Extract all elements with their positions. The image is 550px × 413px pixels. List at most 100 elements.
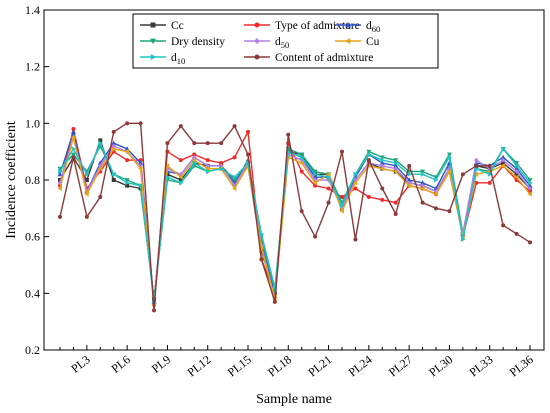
data-point (299, 209, 304, 214)
legend-label-name: d (171, 52, 177, 64)
data-point (339, 149, 344, 154)
data-point (513, 174, 519, 180)
data-point (366, 152, 372, 157)
series-7 (57, 121, 532, 313)
data-point (178, 158, 183, 163)
legend-swatch-marker (254, 38, 260, 44)
data-point (366, 158, 371, 163)
data-point (353, 237, 358, 242)
data-point (339, 195, 344, 200)
y-axis: 0.2 0.4 0.6 0.8 1.0 1.2 1.4 (25, 3, 49, 357)
data-point (460, 172, 465, 177)
legend-label-name: Dry density (171, 36, 225, 48)
data-point (379, 155, 385, 160)
legend-label: d50 (275, 36, 289, 50)
data-point (205, 158, 210, 163)
data-point (366, 149, 372, 155)
data-point (393, 160, 399, 166)
data-point (501, 146, 506, 152)
legend-item: d10 (140, 52, 185, 66)
data-point (407, 163, 412, 168)
data-point (178, 124, 183, 129)
legend-label: Cu (366, 36, 380, 48)
data-point (57, 171, 63, 177)
data-point (326, 200, 331, 205)
legend-label: Dry density (171, 36, 225, 48)
data-point (393, 200, 398, 205)
data-point (205, 141, 210, 146)
data-point (125, 180, 130, 186)
data-point (380, 186, 385, 191)
series-6 (58, 140, 533, 305)
data-point (514, 169, 519, 174)
data-point (125, 158, 130, 163)
data-point (125, 121, 130, 126)
legend-swatch-marker (254, 22, 260, 28)
data-point (500, 163, 506, 169)
x-tick-label: PL3 (68, 352, 92, 375)
data-point (71, 146, 77, 152)
data-point (84, 214, 89, 219)
data-point (246, 152, 251, 157)
data-point (219, 166, 224, 172)
data-point (514, 163, 520, 169)
data-point (138, 121, 143, 126)
data-point (406, 183, 412, 189)
data-point (111, 171, 117, 177)
data-point (192, 141, 197, 146)
data-point (272, 299, 277, 304)
legend-item: Cc (140, 20, 184, 32)
data-point (527, 178, 533, 183)
x-tick-label: PL27 (386, 352, 415, 379)
data-point (70, 152, 76, 158)
data-point (111, 129, 116, 134)
x-tick-label: PL6 (109, 352, 133, 375)
data-point (420, 200, 425, 205)
data-point (312, 169, 318, 175)
data-point (286, 132, 291, 137)
y-tick-label: 1.4 (25, 3, 40, 17)
data-point (205, 166, 210, 172)
data-point (258, 245, 264, 251)
x-tick-label: PL24 (346, 352, 375, 379)
legend-label: Cc (171, 20, 184, 32)
data-point (420, 171, 426, 177)
data-point (219, 141, 224, 146)
data-point (192, 160, 197, 166)
data-point (232, 155, 237, 160)
x-tick-label: PL36 (507, 352, 536, 379)
y-tick-label: 1.0 (25, 116, 40, 130)
series-line (59, 136, 531, 306)
y-axis-title: Incidence coefficient (4, 121, 19, 239)
data-point (84, 191, 89, 197)
data-point (527, 240, 532, 245)
data-point (205, 169, 211, 174)
legend-label-subscript: 60 (372, 24, 381, 34)
data-point (299, 154, 305, 160)
data-point (124, 149, 130, 155)
data-point (84, 171, 90, 177)
legend-label: d10 (171, 52, 185, 66)
data-point (446, 152, 452, 158)
data-point (419, 186, 425, 191)
data-point (246, 129, 251, 134)
data-point (58, 169, 63, 174)
data-point (339, 208, 344, 214)
data-point (487, 180, 492, 185)
data-point (433, 206, 438, 211)
legend-label: d60 (366, 20, 380, 34)
data-point (473, 157, 479, 163)
data-point (246, 160, 251, 166)
x-tick-label: PL30 (426, 352, 455, 379)
legend-swatch-marker (344, 21, 352, 28)
y-tick-label: 0.2 (25, 343, 40, 357)
data-point (446, 169, 452, 174)
series-5 (57, 135, 532, 308)
data-point (420, 169, 426, 175)
data-point (325, 171, 331, 177)
data-point (71, 155, 76, 160)
series-line (59, 142, 531, 303)
data-point (487, 163, 492, 168)
